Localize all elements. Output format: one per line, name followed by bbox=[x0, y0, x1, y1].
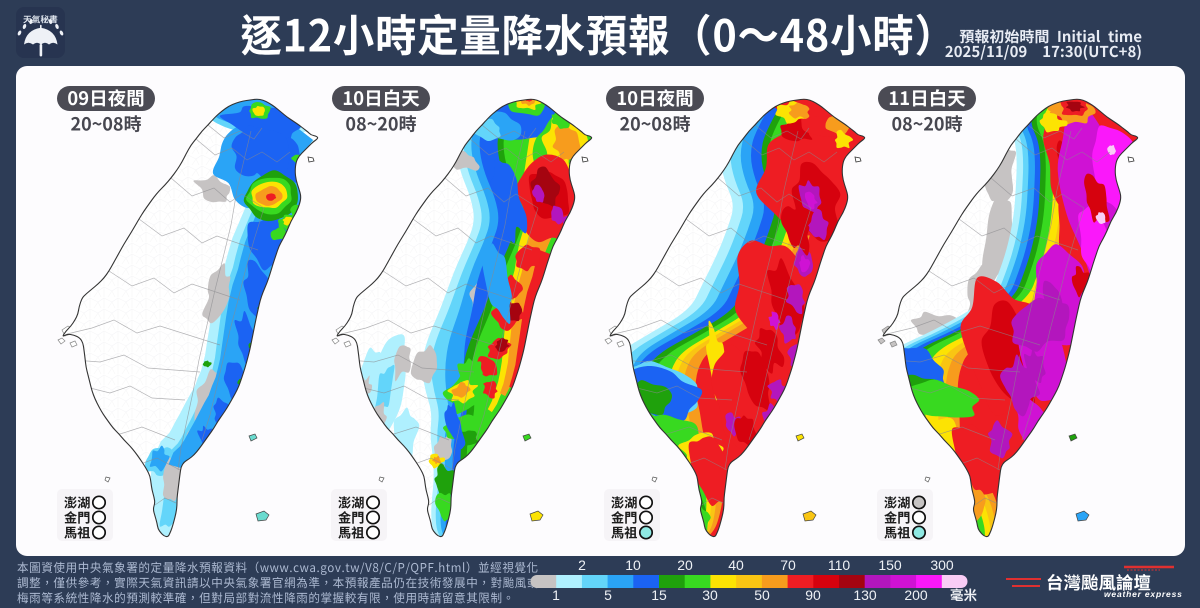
svg-text:1: 1 bbox=[552, 587, 560, 603]
svg-text:110: 110 bbox=[828, 557, 851, 573]
svg-text:50: 50 bbox=[754, 587, 770, 603]
svg-text:5: 5 bbox=[604, 587, 612, 603]
svg-text:90: 90 bbox=[805, 587, 821, 603]
svg-text:20: 20 bbox=[677, 557, 693, 573]
svg-text:150: 150 bbox=[878, 557, 902, 573]
svg-text:40: 40 bbox=[728, 557, 744, 573]
svg-text:weather express: weather express bbox=[1104, 589, 1183, 599]
svg-text:30: 30 bbox=[702, 587, 718, 603]
svg-text:15: 15 bbox=[651, 587, 667, 603]
svg-text:10: 10 bbox=[625, 557, 641, 573]
svg-text:2: 2 bbox=[578, 557, 586, 573]
svg-text:200: 200 bbox=[904, 587, 928, 603]
svg-text:130: 130 bbox=[853, 587, 877, 603]
svg-text:300: 300 bbox=[930, 557, 954, 573]
svg-text:70: 70 bbox=[780, 557, 796, 573]
